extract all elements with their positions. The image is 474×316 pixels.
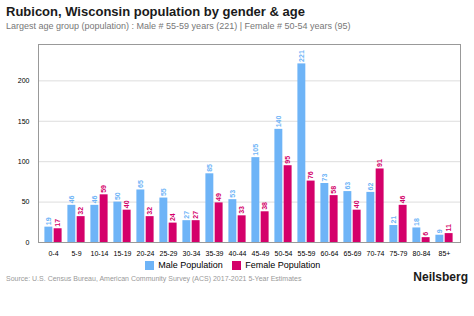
svg-text:38: 38 xyxy=(261,202,268,210)
svg-text:46: 46 xyxy=(91,195,98,203)
svg-text:0-4: 0-4 xyxy=(48,250,58,257)
svg-text:45-49: 45-49 xyxy=(252,250,270,257)
svg-text:60-64: 60-64 xyxy=(321,250,339,257)
svg-text:18: 18 xyxy=(413,218,420,226)
svg-text:5-9: 5-9 xyxy=(71,250,81,257)
svg-text:40-44: 40-44 xyxy=(229,250,247,257)
svg-text:200: 200 xyxy=(18,77,30,84)
svg-text:6: 6 xyxy=(422,232,429,236)
svg-text:85+: 85+ xyxy=(439,250,451,257)
svg-text:150: 150 xyxy=(18,118,30,125)
svg-text:25-29: 25-29 xyxy=(160,250,178,257)
svg-text:50: 50 xyxy=(22,198,30,205)
svg-text:59: 59 xyxy=(100,185,107,193)
svg-text:19: 19 xyxy=(45,217,52,225)
svg-text:20-24: 20-24 xyxy=(137,250,155,257)
html-text:Largest age group (population): Largest age group (population) : Male # … xyxy=(6,21,351,31)
html-text:Male Population: Male Population xyxy=(158,260,223,270)
svg-text:10-14: 10-14 xyxy=(91,250,109,257)
html-text:Rubicon, Wisconsin population: Rubicon, Wisconsin population by gender … xyxy=(6,4,305,19)
svg-text:105: 105 xyxy=(252,144,259,156)
html-text:Neilsberg: Neilsberg xyxy=(413,270,468,284)
svg-text:40: 40 xyxy=(353,200,360,208)
svg-text:75-79: 75-79 xyxy=(390,250,408,257)
svg-text:46: 46 xyxy=(68,195,75,203)
svg-text:76: 76 xyxy=(307,171,314,179)
svg-text:46: 46 xyxy=(399,195,406,203)
svg-text:80-84: 80-84 xyxy=(413,250,431,257)
svg-text:32: 32 xyxy=(146,207,153,215)
svg-text:62: 62 xyxy=(367,183,374,191)
svg-text:91: 91 xyxy=(376,159,383,167)
svg-text:55-59: 55-59 xyxy=(298,250,316,257)
svg-text:17: 17 xyxy=(54,219,61,227)
svg-text:100: 100 xyxy=(18,158,30,165)
svg-text:65-69: 65-69 xyxy=(344,250,362,257)
svg-text:27: 27 xyxy=(183,211,190,219)
svg-text:33: 33 xyxy=(238,206,245,214)
svg-text:32: 32 xyxy=(77,207,84,215)
svg-text:73: 73 xyxy=(321,174,328,182)
svg-text:55: 55 xyxy=(160,188,167,196)
svg-text:70-74: 70-74 xyxy=(367,250,385,257)
svg-text:95: 95 xyxy=(284,156,291,164)
svg-text:58: 58 xyxy=(330,186,337,194)
svg-text:85: 85 xyxy=(206,164,213,172)
svg-text:0: 0 xyxy=(26,239,30,246)
svg-text:15-19: 15-19 xyxy=(114,250,132,257)
svg-text:221: 221 xyxy=(298,50,305,62)
svg-text:65: 65 xyxy=(137,180,144,188)
svg-text:9: 9 xyxy=(436,229,443,233)
svg-text:50-54: 50-54 xyxy=(275,250,293,257)
svg-text:53: 53 xyxy=(229,190,236,198)
svg-text:63: 63 xyxy=(344,182,351,190)
svg-text:27: 27 xyxy=(192,211,199,219)
html-text:Source: U.S. Census Bureau, Am: Source: U.S. Census Bureau, American Com… xyxy=(6,275,302,282)
svg-text:35-39: 35-39 xyxy=(206,250,224,257)
svg-text:40: 40 xyxy=(123,200,130,208)
svg-text:21: 21 xyxy=(390,216,397,224)
svg-text:11: 11 xyxy=(445,224,452,232)
svg-text:30-34: 30-34 xyxy=(183,250,201,257)
svg-text:50: 50 xyxy=(114,192,121,200)
svg-text:49: 49 xyxy=(215,193,222,201)
svg-text:140: 140 xyxy=(275,116,282,128)
html-text:Female Population: Female Population xyxy=(245,260,321,270)
svg-text:24: 24 xyxy=(169,213,176,221)
